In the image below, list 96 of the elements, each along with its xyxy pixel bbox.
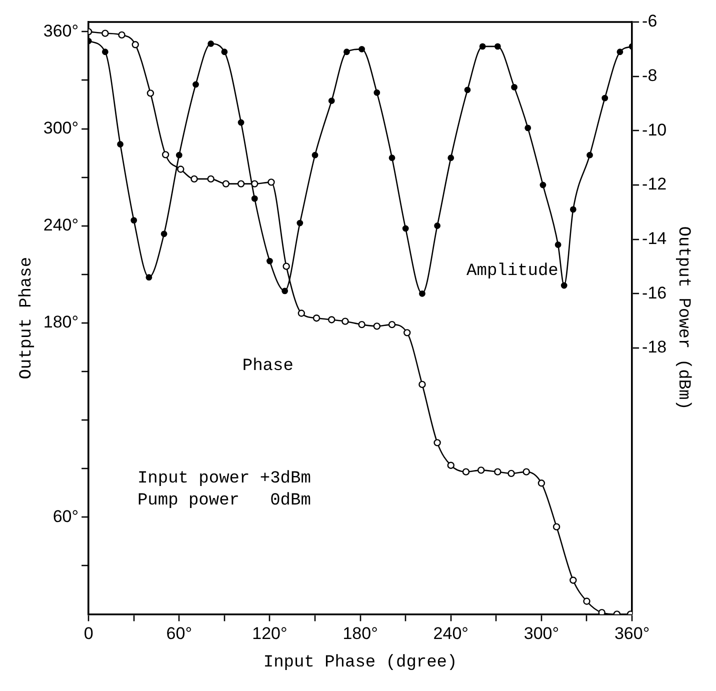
point (511, 84, 518, 90)
point (176, 152, 182, 158)
point (177, 166, 184, 173)
point (374, 89, 380, 96)
annotation: Input power +3dBm (137, 469, 311, 488)
point (298, 310, 306, 317)
point (251, 180, 258, 188)
point (221, 48, 228, 56)
point (494, 468, 502, 476)
point (616, 48, 624, 56)
y2-tick-label: -8 (642, 66, 658, 86)
point (342, 318, 349, 325)
x-tick-label: 240° (433, 624, 468, 644)
point (602, 94, 608, 102)
x-tick-label: 180° (342, 624, 378, 644)
point (434, 222, 440, 229)
point (160, 230, 168, 238)
point (598, 608, 606, 614)
point (508, 470, 515, 478)
point (418, 380, 426, 388)
x-tick-label: 120° (252, 624, 288, 644)
point (586, 152, 593, 158)
point (344, 48, 350, 56)
point (524, 124, 532, 132)
point (447, 462, 454, 469)
y2-axis-title: Output Power (dBm) (673, 226, 692, 410)
point (328, 316, 336, 324)
point (296, 220, 304, 226)
point (560, 282, 568, 289)
point (358, 46, 366, 52)
y-tick-label: 240° (43, 216, 79, 235)
x-tick-label: 60° (166, 624, 192, 644)
point (388, 320, 396, 328)
point (282, 288, 288, 294)
point (462, 468, 470, 476)
point (192, 81, 199, 88)
point (238, 119, 244, 126)
x-tick-label: 360° (614, 624, 650, 644)
point (540, 182, 546, 188)
point (208, 40, 214, 47)
y-axis-title: Output Phase (18, 256, 37, 380)
point (190, 175, 198, 183)
point (282, 262, 290, 270)
point (102, 30, 109, 37)
point (464, 86, 471, 94)
point (538, 480, 546, 487)
y2-tick-label: -16 (642, 283, 667, 302)
text: Phase (242, 356, 294, 376)
point (266, 258, 273, 264)
y2-tick-label: -6 (642, 12, 658, 31)
x-tick-label: 300° (524, 624, 560, 644)
point (146, 90, 154, 97)
y-tick-label: 360° (43, 21, 79, 40)
x-tick-label: 0 (84, 624, 94, 644)
point (222, 180, 230, 188)
point (570, 206, 576, 213)
x-axis-title: Input Phase (dgree) (263, 653, 458, 672)
point (554, 242, 562, 248)
point (312, 152, 318, 158)
point (477, 466, 485, 474)
series-label: Amplitude (466, 262, 558, 282)
point (130, 217, 138, 224)
point (251, 195, 258, 202)
point (358, 320, 366, 328)
annotation: Pump power 0dBm (137, 491, 311, 510)
y-tick-label: 180° (43, 312, 79, 332)
y2-tick-label: -10 (642, 120, 667, 140)
y2-tick-label: -18 (642, 338, 667, 357)
point (434, 439, 441, 446)
point (237, 180, 245, 188)
point (552, 523, 560, 530)
point (132, 41, 139, 48)
y-tick-label: 60° (52, 506, 79, 526)
point (403, 329, 411, 336)
point (117, 141, 124, 148)
y2-tick-label: -12 (642, 174, 667, 194)
y2-tick-label: -14 (642, 229, 667, 248)
point (102, 48, 108, 56)
point (268, 178, 275, 186)
point (118, 31, 126, 39)
point (570, 576, 577, 584)
point (388, 154, 396, 162)
point (494, 43, 501, 50)
point (479, 43, 486, 50)
point (312, 314, 320, 322)
point (207, 175, 214, 183)
point (328, 98, 335, 104)
point (373, 322, 380, 330)
point (448, 154, 454, 162)
y-tick-label: 300° (43, 118, 79, 138)
point (522, 468, 530, 476)
point (146, 274, 152, 281)
point (162, 151, 170, 158)
point (583, 598, 590, 605)
point (418, 290, 426, 297)
point (402, 225, 409, 232)
